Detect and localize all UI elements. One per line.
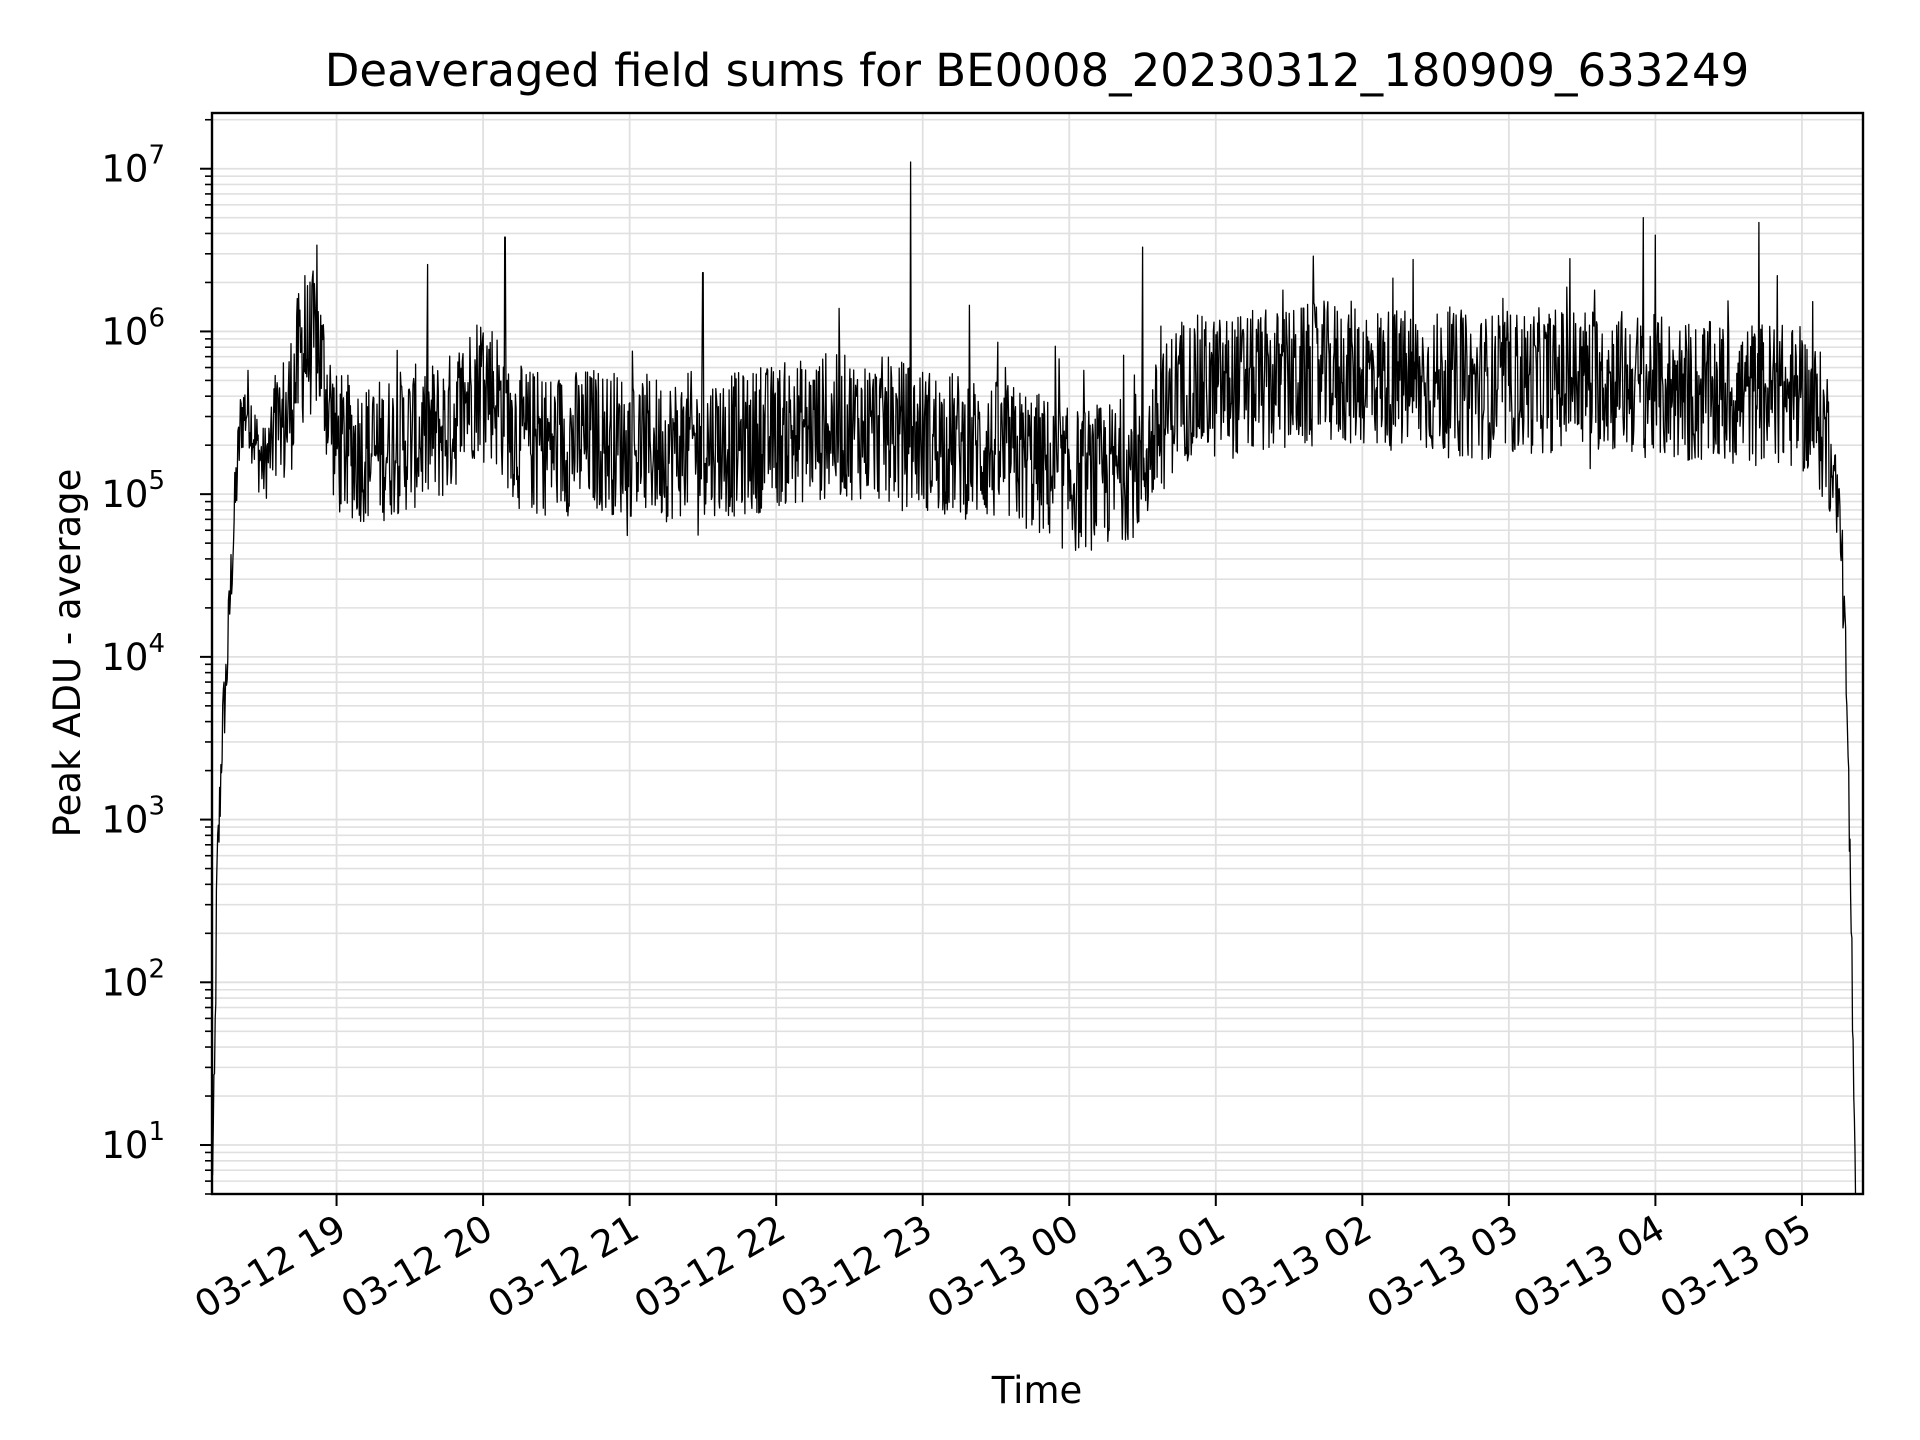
y-tick-base: 10 bbox=[101, 1124, 148, 1167]
y-tick-exponent: 3 bbox=[148, 792, 165, 822]
y-axis-label: Peak ADU - average bbox=[46, 469, 89, 838]
y-tick-label: 101 bbox=[101, 1117, 165, 1167]
y-tick-exponent: 2 bbox=[148, 954, 165, 984]
y-tick-base: 10 bbox=[101, 961, 148, 1004]
y-tick-label: 102 bbox=[101, 954, 165, 1004]
y-tick-label: 105 bbox=[101, 466, 165, 516]
chart-title: Deaveraged field sums for BE0008_2023031… bbox=[325, 44, 1750, 97]
y-tick-exponent: 1 bbox=[148, 1117, 165, 1147]
grid bbox=[212, 113, 1863, 1195]
y-tick-base: 10 bbox=[101, 473, 148, 516]
y-tick-exponent: 4 bbox=[148, 629, 165, 659]
y-tick-exponent: 7 bbox=[148, 141, 165, 171]
plot-frame bbox=[210, 111, 1865, 1196]
y-tick-base: 10 bbox=[101, 636, 148, 679]
y-tick-label: 104 bbox=[101, 629, 165, 679]
series-line bbox=[212, 161, 1857, 1194]
y-tick-label: 107 bbox=[101, 141, 165, 191]
y-tick-base: 10 bbox=[101, 148, 148, 191]
y-tick-label: 106 bbox=[101, 303, 165, 353]
plot-area bbox=[212, 161, 1857, 1194]
y-tick-base: 10 bbox=[101, 310, 148, 353]
y-tick-exponent: 5 bbox=[148, 466, 165, 496]
y-tick-label: 103 bbox=[101, 792, 165, 842]
y-tick-base: 10 bbox=[101, 799, 148, 842]
y-tick-exponent: 6 bbox=[148, 303, 165, 333]
x-axis-label: Time bbox=[991, 1369, 1083, 1412]
series-group bbox=[212, 161, 1857, 1194]
